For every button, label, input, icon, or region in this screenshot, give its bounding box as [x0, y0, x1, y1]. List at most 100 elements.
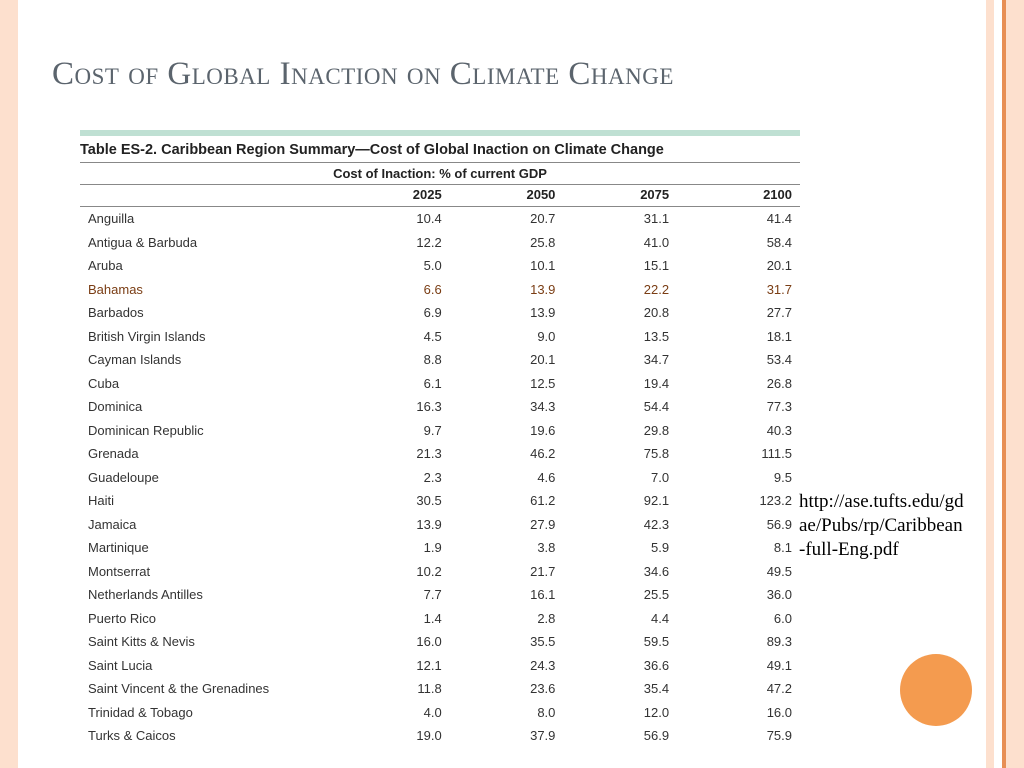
- table-row: Haiti30.561.292.1123.2: [80, 489, 800, 513]
- cell-value: 111.5: [677, 442, 800, 466]
- cell-value: 4.0: [336, 701, 450, 725]
- table-row: Trinidad & Tobago4.08.012.016.0: [80, 701, 800, 725]
- cell-value: 12.2: [336, 231, 450, 255]
- cell-value: 24.3: [450, 654, 564, 678]
- cell-value: 31.7: [677, 278, 800, 302]
- cell-value: 16.0: [677, 701, 800, 725]
- table-row: Antigua & Barbuda12.225.841.058.4: [80, 231, 800, 255]
- row-name: Guadeloupe: [80, 466, 336, 490]
- table-row: Dominica16.334.354.477.3: [80, 395, 800, 419]
- cell-value: 61.2: [450, 489, 564, 513]
- cell-value: 13.9: [450, 278, 564, 302]
- table-row: Cayman Islands8.820.134.753.4: [80, 348, 800, 372]
- cell-value: 1.4: [336, 607, 450, 631]
- cell-value: 40.3: [677, 419, 800, 443]
- row-name: Trinidad & Tobago: [80, 701, 336, 725]
- source-url: http://ase.tufts.edu/gdae/Pubs/rp/Caribb…: [799, 490, 964, 561]
- col-header-2075: 2075: [563, 185, 677, 207]
- cell-value: 8.0: [450, 701, 564, 725]
- cell-value: 11.8: [336, 677, 450, 701]
- slide-stripe-dark: [1002, 0, 1006, 768]
- cell-value: 16.0: [336, 630, 450, 654]
- cell-value: 31.1: [563, 207, 677, 231]
- row-name: Dominica: [80, 395, 336, 419]
- cell-value: 7.7: [336, 583, 450, 607]
- cell-value: 19.0: [336, 724, 450, 748]
- cell-value: 26.8: [677, 372, 800, 396]
- cell-value: 21.7: [450, 560, 564, 584]
- table-accent-bar: [80, 130, 800, 136]
- table-row: Saint Lucia12.124.336.649.1: [80, 654, 800, 678]
- cell-value: 20.1: [450, 348, 564, 372]
- row-name: Puerto Rico: [80, 607, 336, 631]
- row-name: Saint Kitts & Nevis: [80, 630, 336, 654]
- table-row: Grenada21.346.275.8111.5: [80, 442, 800, 466]
- col-header-2050: 2050: [450, 185, 564, 207]
- cell-value: 49.5: [677, 560, 800, 584]
- cell-value: 35.4: [563, 677, 677, 701]
- row-name: Netherlands Antilles: [80, 583, 336, 607]
- col-header-2100: 2100: [677, 185, 800, 207]
- cell-value: 1.9: [336, 536, 450, 560]
- table-row: Saint Vincent & the Grenadines11.823.635…: [80, 677, 800, 701]
- cell-value: 8.8: [336, 348, 450, 372]
- cell-value: 13.9: [450, 301, 564, 325]
- cell-value: 19.4: [563, 372, 677, 396]
- cell-value: 12.0: [563, 701, 677, 725]
- cell-value: 47.2: [677, 677, 800, 701]
- cell-value: 92.1: [563, 489, 677, 513]
- decoration-circle-icon: [900, 654, 972, 726]
- cell-value: 10.1: [450, 254, 564, 278]
- col-header-2025: 2025: [336, 185, 450, 207]
- cell-value: 6.6: [336, 278, 450, 302]
- cell-value: 12.1: [336, 654, 450, 678]
- cell-value: 27.9: [450, 513, 564, 537]
- cell-value: 20.8: [563, 301, 677, 325]
- cell-value: 21.3: [336, 442, 450, 466]
- cell-value: 6.0: [677, 607, 800, 631]
- cell-value: 29.8: [563, 419, 677, 443]
- cell-value: 59.5: [563, 630, 677, 654]
- row-name: Martinique: [80, 536, 336, 560]
- row-name: Saint Lucia: [80, 654, 336, 678]
- cell-value: 36.6: [563, 654, 677, 678]
- table-row: Aruba5.010.115.120.1: [80, 254, 800, 278]
- table-row: Cuba6.112.519.426.8: [80, 372, 800, 396]
- cell-value: 75.8: [563, 442, 677, 466]
- row-name: Aruba: [80, 254, 336, 278]
- data-table-container: Table ES-2. Caribbean Region Summary—Cos…: [80, 130, 800, 748]
- table-row: Barbados6.913.920.827.7: [80, 301, 800, 325]
- cell-value: 53.4: [677, 348, 800, 372]
- table-row: Dominican Republic9.719.629.840.3: [80, 419, 800, 443]
- cell-value: 15.1: [563, 254, 677, 278]
- table-row: Puerto Rico1.42.84.46.0: [80, 607, 800, 631]
- cell-value: 16.1: [450, 583, 564, 607]
- col-header-name: [80, 185, 336, 207]
- cell-value: 3.8: [450, 536, 564, 560]
- cell-value: 42.3: [563, 513, 677, 537]
- row-name: Saint Vincent & the Grenadines: [80, 677, 336, 701]
- cell-value: 10.2: [336, 560, 450, 584]
- cell-value: 8.1: [677, 536, 800, 560]
- row-name: Cuba: [80, 372, 336, 396]
- cell-value: 75.9: [677, 724, 800, 748]
- table-row: Montserrat10.221.734.649.5: [80, 560, 800, 584]
- cell-value: 18.1: [677, 325, 800, 349]
- cell-value: 12.5: [450, 372, 564, 396]
- cell-value: 10.4: [336, 207, 450, 231]
- table-row: Turks & Caicos19.037.956.975.9: [80, 724, 800, 748]
- table-row: Anguilla10.420.731.141.4: [80, 207, 800, 231]
- row-name: Grenada: [80, 442, 336, 466]
- cell-value: 22.2: [563, 278, 677, 302]
- cell-value: 25.8: [450, 231, 564, 255]
- row-name: Jamaica: [80, 513, 336, 537]
- cell-value: 9.7: [336, 419, 450, 443]
- cell-value: 46.2: [450, 442, 564, 466]
- cell-value: 13.5: [563, 325, 677, 349]
- cell-value: 9.5: [677, 466, 800, 490]
- table-row: British Virgin Islands4.59.013.518.1: [80, 325, 800, 349]
- cell-value: 4.5: [336, 325, 450, 349]
- cell-value: 34.3: [450, 395, 564, 419]
- cell-value: 77.3: [677, 395, 800, 419]
- cell-value: 5.9: [563, 536, 677, 560]
